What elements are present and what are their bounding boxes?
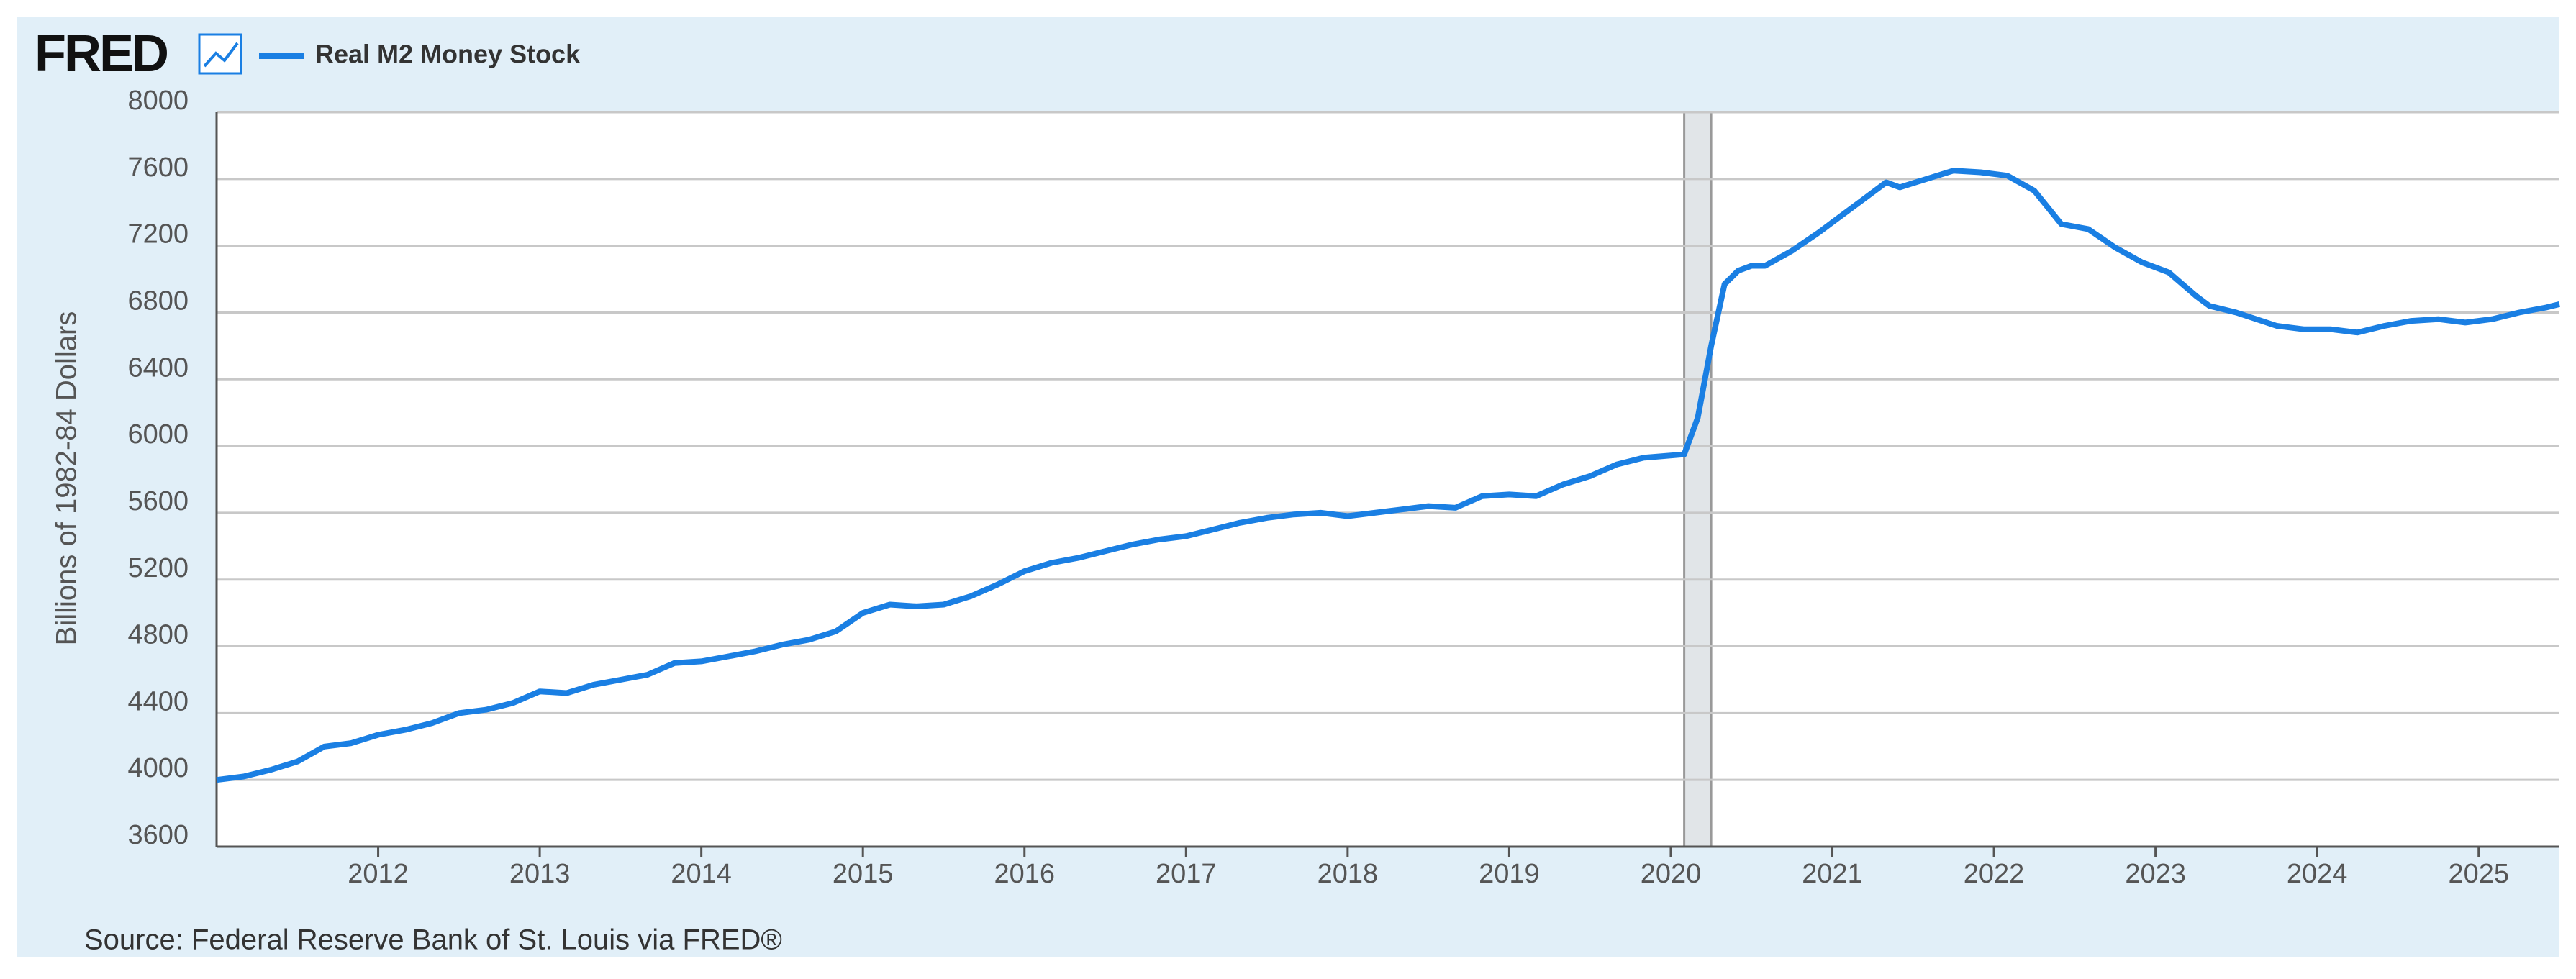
data-line [216,168,2560,783]
legend-label: Real M2 Money Stock [315,40,581,69]
x-tick-label: 2023 [2125,859,2186,889]
y-tick-label: 8000 [127,86,189,116]
x-tick-label: 2015 [833,859,894,889]
logo: FRED [35,25,167,83]
y-tick-label: 3600 [127,820,189,850]
y-tick-label: 4800 [127,620,189,650]
y-axis-label: Billions of 1982-84 Dollars [51,311,83,646]
x-tick-label: 2016 [994,859,1055,889]
y-tick-label: 4400 [127,686,189,716]
x-tick-label: 2021 [1802,859,1863,889]
x-tick-label: 2020 [1641,859,1702,889]
y-tick-label: 6400 [127,352,189,383]
x-tick-label: 2018 [1318,859,1379,889]
x-tick-label: 2014 [671,859,732,889]
x-tick-label: 2024 [2287,859,2348,889]
x-tick-label: 2019 [1479,859,1540,889]
logo-icon [198,33,242,75]
recession-shading [1683,111,1713,848]
y-tick-label: 5600 [127,486,189,516]
y-tick-label: 5200 [127,553,189,583]
x-tick-label: 2025 [2448,859,2509,889]
y-tick-label: 4000 [127,753,189,783]
y-tick-label: 7200 [127,219,189,250]
x-tick-label: 2017 [1156,859,1217,889]
x-tick-label: 2022 [1964,859,2025,889]
y-tick-label: 6800 [127,286,189,316]
source: Source: Federal Reserve Bank of St. Loui… [84,924,782,956]
y-tick-label: 6000 [127,419,189,450]
x-tick-label: 2013 [509,859,571,889]
x-tick-label: 2012 [348,859,409,889]
y-tick-label: 7600 [127,152,189,183]
plot-area [217,112,2559,847]
